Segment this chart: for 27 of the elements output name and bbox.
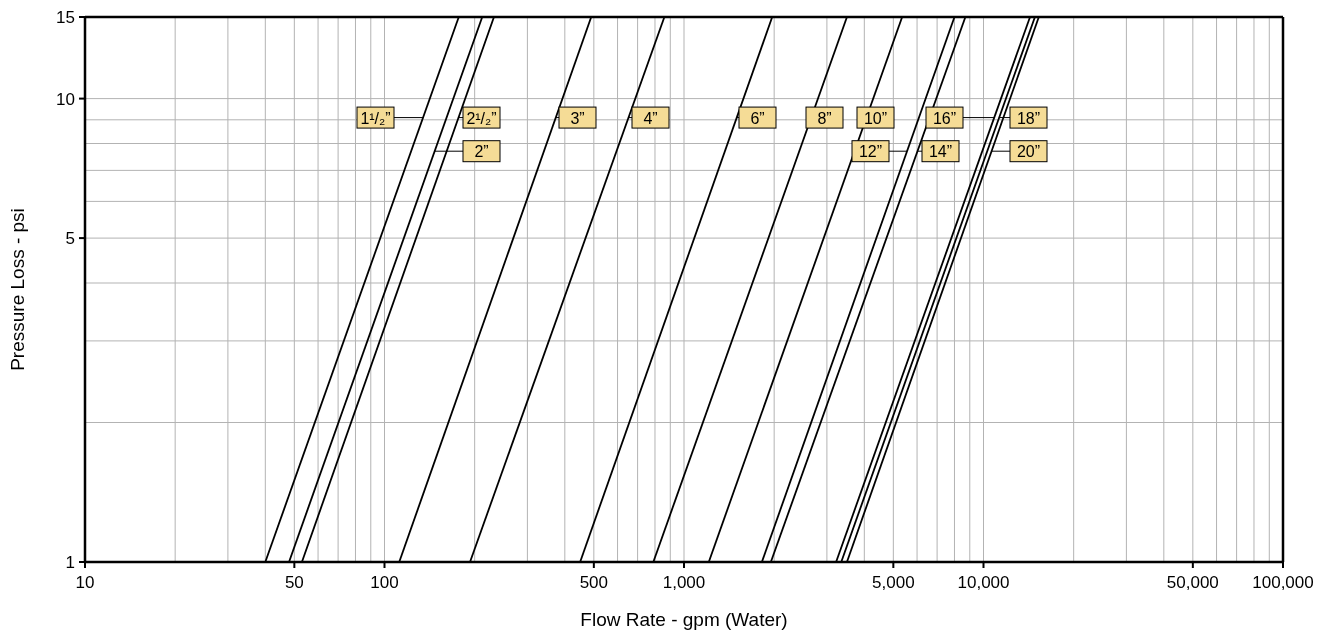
y-axis-title: Pressure Loss - psi bbox=[7, 208, 28, 371]
x-tick-label: 50 bbox=[284, 573, 304, 592]
x-tick-label: 500 bbox=[579, 573, 609, 592]
x-tick-label: 1,000 bbox=[662, 573, 706, 592]
x-tick-label: 100 bbox=[370, 573, 399, 592]
series-label: 8” bbox=[817, 109, 832, 127]
y-tick-label: 1 bbox=[65, 553, 75, 572]
legend-label: 4” bbox=[643, 109, 658, 127]
y-tick-label: 5 bbox=[65, 229, 75, 249]
legend-label: 18” bbox=[1016, 109, 1041, 127]
series-label: 12” bbox=[858, 143, 883, 161]
legend-label: 2” bbox=[474, 143, 489, 161]
series-label: 1¹/₂” bbox=[360, 109, 391, 127]
legend-label: 10” bbox=[863, 109, 888, 127]
legend-label: 20” bbox=[1016, 143, 1041, 161]
y-tick-label: 15 bbox=[56, 8, 75, 27]
y-tick-label: 10 bbox=[56, 89, 75, 109]
legend-label: 14” bbox=[928, 143, 953, 161]
text: 16” bbox=[932, 109, 957, 127]
legend-label: 3” bbox=[570, 109, 585, 127]
legend-label: 6” bbox=[750, 109, 765, 127]
x-axis-title: Flow Rate - gpm (Water) bbox=[580, 609, 788, 630]
x-tick-label: 10,000 bbox=[957, 573, 1010, 592]
x-tick-label: 5,000 bbox=[872, 573, 915, 592]
x-tick-label: 100,000 bbox=[1252, 573, 1314, 592]
legend-label: 2¹/₂” bbox=[466, 109, 497, 127]
x-tick-label: 50,000 bbox=[1166, 573, 1219, 592]
